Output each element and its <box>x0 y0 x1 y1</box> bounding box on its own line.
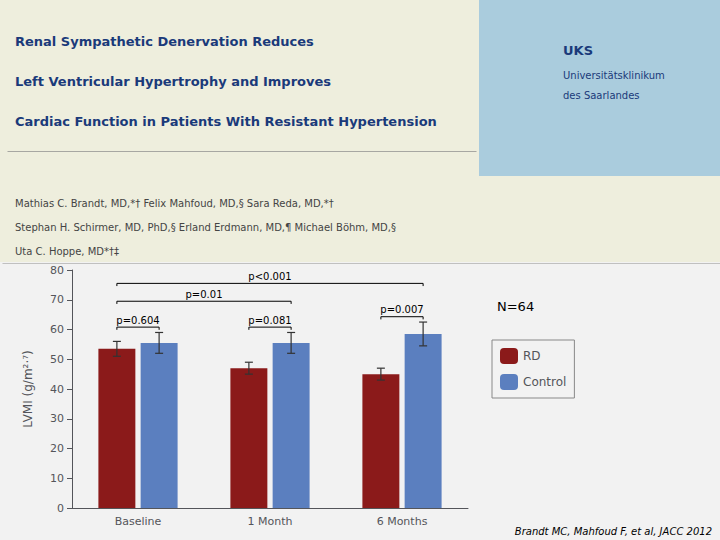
svg-text:LVMI (g/m²·⁷): LVMI (g/m²·⁷) <box>21 350 35 427</box>
svg-text:6 Months: 6 Months <box>377 515 428 528</box>
svg-text:Left Ventricular Hypertrophy a: Left Ventricular Hypertrophy and Improve… <box>15 74 331 89</box>
svg-text:RD: RD <box>523 349 541 363</box>
svg-text:10: 10 <box>50 472 64 485</box>
svg-text:Baseline: Baseline <box>115 515 162 528</box>
svg-text:UKS: UKS <box>563 43 593 58</box>
svg-text:Brandt MC, Mahfoud F, et al, J: Brandt MC, Mahfoud F, et al, JACC 2012 <box>515 526 712 537</box>
svg-text:Uta C. Hoppe, MD*†‡: Uta C. Hoppe, MD*†‡ <box>15 246 119 257</box>
svg-text:50: 50 <box>50 353 64 366</box>
svg-text:p=0.01: p=0.01 <box>186 289 223 300</box>
svg-text:1 Month: 1 Month <box>248 515 293 528</box>
svg-text:30: 30 <box>50 412 64 425</box>
svg-text:Cardiac Function in Patients W: Cardiac Function in Patients With Resist… <box>15 114 437 129</box>
svg-text:Mathias C. Brandt, MD,*† Felix: Mathias C. Brandt, MD,*† Felix Mahfoud, … <box>15 198 334 209</box>
svg-text:p<0.001: p<0.001 <box>248 271 291 282</box>
svg-text:20: 20 <box>50 442 64 455</box>
svg-text:70: 70 <box>50 293 64 306</box>
svg-text:Renal Sympathetic Denervation: Renal Sympathetic Denervation Reduces <box>15 34 314 49</box>
svg-text:Control: Control <box>523 375 566 389</box>
svg-text:60: 60 <box>50 323 64 336</box>
svg-text:p=0.007: p=0.007 <box>380 304 423 315</box>
svg-text:p=0.081: p=0.081 <box>248 315 291 326</box>
svg-text:80: 80 <box>50 264 64 277</box>
svg-text:40: 40 <box>50 383 64 396</box>
svg-text:Universitätsklinikum: Universitätsklinikum <box>563 70 665 81</box>
svg-text:des Saarlandes: des Saarlandes <box>563 90 640 101</box>
svg-text:0: 0 <box>57 502 64 515</box>
svg-text:N=64: N=64 <box>497 299 534 314</box>
svg-text:p=0.604: p=0.604 <box>116 315 159 326</box>
svg-text:Stephan H. Schirmer, MD, PhD,§: Stephan H. Schirmer, MD, PhD,§ Erland Er… <box>15 222 396 233</box>
